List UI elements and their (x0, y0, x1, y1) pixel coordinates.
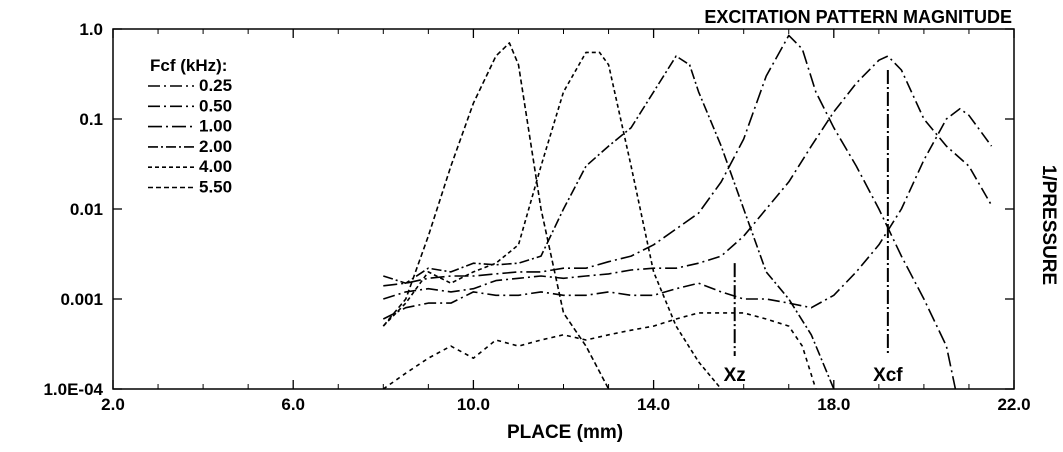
axis-ticks: 2.0 6.0 10.0 14.0 18.0 22.0 1.0 0.1 0.01 0.001 1.0… (43, 20, 1030, 414)
x-tick-label: 18.0 (817, 395, 850, 414)
legend: Fcf (kHz):0.250.50 1.002.004.00 5.50 (148, 56, 232, 197)
annotations: Xz Xcf (724, 70, 903, 386)
x-tick-label: 2.0 (101, 395, 125, 414)
series-line-5-50 (382, 42, 610, 390)
legend-entry: 0.25 (199, 76, 232, 95)
legend-entry: 1.00 (199, 117, 232, 136)
legend-entry: 4.00 (199, 157, 232, 176)
y-tick-label: 0.001 (60, 290, 103, 309)
series-line-unlabeled (382, 312, 817, 390)
legend-title: Fcf (kHz): (150, 56, 227, 75)
series-lines (382, 34, 993, 390)
y-tick-label: 1.0E-04 (43, 380, 103, 399)
x-tick-label: 6.0 (281, 395, 305, 414)
x-tick-label: 14.0 (637, 395, 670, 414)
annotation-label-xcf: Xcf (873, 365, 903, 386)
x-tick-label: 10.0 (457, 395, 490, 414)
legend-entry: 0.50 (199, 96, 232, 115)
series-line-2-00 (383, 55, 835, 390)
x-axis-title: PLACE (mm) (507, 422, 623, 443)
y-tick-label: 0.1 (79, 110, 103, 129)
y-tick-label: 1.0 (79, 20, 103, 39)
x-tick-label: 22.0 (997, 395, 1030, 414)
legend-entry: 2.00 (199, 137, 232, 156)
y-tick-label: 0.01 (70, 200, 103, 219)
series-line-0-25 (382, 107, 993, 320)
y-axis-title: 1/PRESSURE (1038, 165, 1059, 285)
annotation-label-xz: Xz (724, 365, 746, 386)
legend-entry: 5.50 (199, 178, 232, 197)
chart-title: EXCITATION PATTERN MAGNITUDE (704, 7, 1012, 27)
series-line-4-00 (382, 51, 722, 390)
series-line-1-00 (383, 34, 957, 390)
